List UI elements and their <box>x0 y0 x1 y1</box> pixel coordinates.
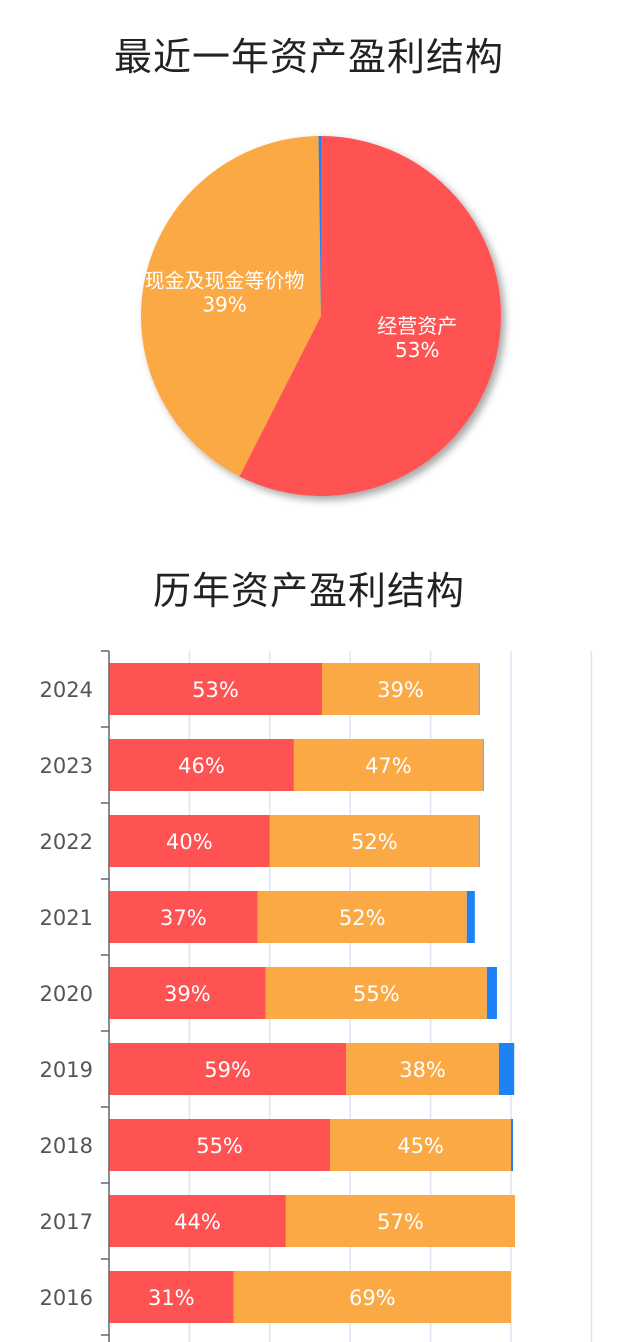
pie-slice-name-1: 现金及现金等价物 <box>145 269 305 293</box>
bar-segment-2023-0 <box>109 739 294 791</box>
pie-slice-percent-1: 39% <box>202 293 246 317</box>
bar-value-label-2019-1: 38% <box>399 1058 446 1082</box>
year-label-2017: 2017 <box>40 1210 93 1234</box>
bar-segment-2024-0 <box>109 663 323 715</box>
year-label-2022: 2022 <box>40 830 93 854</box>
year-label-2024: 2024 <box>40 678 93 702</box>
bar-segment-2018-0 <box>109 1119 331 1171</box>
bar-segment-2024-1 <box>322 663 479 715</box>
bar-value-label-2024-0: 53% <box>192 678 239 702</box>
bar-value-label-2020-0: 39% <box>164 982 211 1006</box>
year-label-2018: 2018 <box>40 1134 93 1158</box>
bar-value-label-2022-0: 40% <box>166 830 213 854</box>
year-label-2021: 2021 <box>40 906 93 930</box>
bar-segment-2018-2 <box>511 1119 514 1171</box>
bar-value-label-2023-1: 47% <box>365 754 412 778</box>
bar-value-label-2022-1: 52% <box>351 830 398 854</box>
bar-segment-2017-1 <box>285 1195 516 1247</box>
year-label-2023: 2023 <box>40 754 93 778</box>
bar-value-label-2018-0: 55% <box>196 1134 243 1158</box>
bar-segment-2019-2 <box>498 1043 515 1095</box>
pie-slice-name-0: 经营资产 <box>377 314 457 338</box>
bar-segment-2023-1 <box>293 739 483 791</box>
pie-chart-title: 最近一年资产盈利结构 <box>113 35 504 79</box>
bar-value-label-2021-1: 52% <box>339 906 386 930</box>
bar-value-label-2019-0: 59% <box>204 1058 251 1082</box>
pie-slice-percent-0: 53% <box>395 338 439 362</box>
bar-value-label-2020-1: 55% <box>353 982 400 1006</box>
bar-segment-2023-2 <box>482 739 484 791</box>
bar-segment-2022-0 <box>109 815 270 867</box>
pie-slice-2 <box>318 136 321 316</box>
bar-value-label-2017-1: 57% <box>377 1210 424 1234</box>
year-label-2019: 2019 <box>40 1058 93 1082</box>
bar-segment-2020-1 <box>265 967 487 1019</box>
bar-segment-2022-2 <box>478 815 480 867</box>
bar-segment-2017-0 <box>109 1195 286 1247</box>
bar-value-label-2016-0: 31% <box>148 1286 195 1310</box>
bar-segment-2019-0 <box>109 1043 347 1095</box>
bar-segment-2024-2 <box>478 663 480 715</box>
bar-value-label-2018-1: 45% <box>397 1134 444 1158</box>
bar-value-label-2024-1: 39% <box>377 678 424 702</box>
bar-segment-2016-0 <box>109 1271 234 1323</box>
bar-segment-2021-0 <box>109 891 258 943</box>
bar-segment-2020-2 <box>486 967 497 1019</box>
bar-segment-2020-0 <box>109 967 266 1019</box>
year-label-2020: 2020 <box>40 982 93 1006</box>
bar-segment-2021-2 <box>466 891 475 943</box>
bar-segment-2022-1 <box>269 815 479 867</box>
bar-value-label-2023-0: 46% <box>178 754 225 778</box>
bar-chart-title: 历年资产盈利结构 <box>152 569 465 613</box>
bar-value-label-2017-0: 44% <box>174 1210 221 1234</box>
bar-value-label-2016-1: 69% <box>349 1286 396 1310</box>
bar-value-label-2021-0: 37% <box>160 906 207 930</box>
year-label-2016: 2016 <box>40 1286 93 1310</box>
bar-segment-2021-1 <box>257 891 467 943</box>
pie-slice-0 <box>239 136 502 496</box>
bar-segment-2019-1 <box>346 1043 499 1095</box>
bar-segment-2016-1 <box>233 1271 511 1323</box>
bar-segment-2018-1 <box>330 1119 511 1171</box>
pie-slice-1 <box>140 136 321 477</box>
